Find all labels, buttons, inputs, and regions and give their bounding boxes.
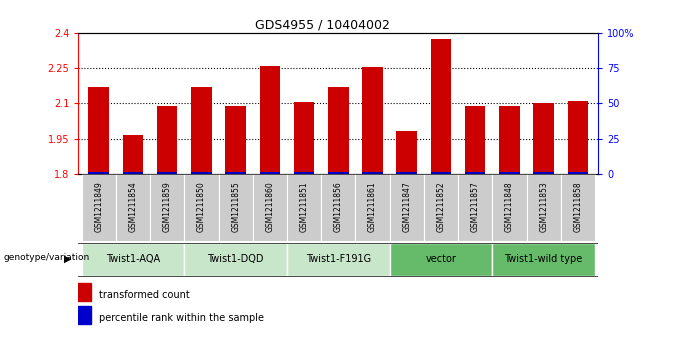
Title: GDS4955 / 10404002: GDS4955 / 10404002 <box>255 19 390 32</box>
Text: GSM1211848: GSM1211848 <box>505 181 514 232</box>
Bar <box>526 174 561 241</box>
Bar <box>390 243 492 276</box>
Text: GSM1211849: GSM1211849 <box>95 181 103 232</box>
Bar <box>533 172 554 174</box>
Bar <box>321 174 356 241</box>
Bar <box>499 172 520 174</box>
Text: transformed count: transformed count <box>99 290 190 301</box>
Bar <box>184 243 287 276</box>
Text: GSM1211859: GSM1211859 <box>163 181 171 232</box>
Bar <box>362 67 383 174</box>
Bar <box>88 172 109 174</box>
Bar <box>328 172 349 174</box>
Bar <box>116 174 150 241</box>
Bar <box>430 38 452 174</box>
Bar <box>150 174 184 241</box>
Text: GSM1211852: GSM1211852 <box>437 181 445 232</box>
Bar <box>260 66 280 174</box>
Bar <box>390 174 424 241</box>
Text: genotype/variation: genotype/variation <box>3 253 90 262</box>
Text: GSM1211847: GSM1211847 <box>403 181 411 232</box>
Text: ▶: ▶ <box>64 254 71 264</box>
Bar <box>122 135 143 174</box>
Bar <box>157 106 177 174</box>
Bar <box>328 87 349 174</box>
Text: GSM1211857: GSM1211857 <box>471 181 479 232</box>
Bar <box>287 174 321 241</box>
Bar <box>561 174 595 241</box>
Bar <box>396 172 417 174</box>
Bar <box>499 106 520 174</box>
Bar <box>465 106 486 174</box>
Bar <box>78 284 91 301</box>
Bar <box>88 87 109 174</box>
Bar <box>458 174 492 241</box>
Bar <box>218 174 253 241</box>
Bar <box>294 172 314 174</box>
Text: GSM1211851: GSM1211851 <box>300 181 309 232</box>
Text: GSM1211850: GSM1211850 <box>197 181 206 232</box>
Text: Twist1-DQD: Twist1-DQD <box>207 254 264 264</box>
Bar <box>78 306 91 324</box>
Bar <box>287 243 390 276</box>
Text: Twist1-AQA: Twist1-AQA <box>106 254 160 264</box>
Text: GSM1211858: GSM1211858 <box>573 181 582 232</box>
Bar <box>82 243 184 276</box>
Text: GSM1211855: GSM1211855 <box>231 181 240 232</box>
Text: GSM1211860: GSM1211860 <box>265 181 274 232</box>
Bar <box>362 172 383 174</box>
Bar <box>253 174 287 241</box>
Bar <box>424 174 458 241</box>
Bar <box>533 103 554 174</box>
Text: vector: vector <box>426 254 456 264</box>
Bar <box>82 174 116 241</box>
Bar <box>122 172 143 174</box>
Text: Twist1-F191G: Twist1-F191G <box>306 254 371 264</box>
Bar <box>568 172 588 174</box>
Bar <box>430 172 452 174</box>
Text: GSM1211856: GSM1211856 <box>334 181 343 232</box>
Bar <box>157 172 177 174</box>
Bar <box>568 101 588 174</box>
Bar <box>225 106 246 174</box>
Bar <box>225 172 246 174</box>
Text: Twist1-wild type: Twist1-wild type <box>505 254 583 264</box>
Text: percentile rank within the sample: percentile rank within the sample <box>99 313 264 323</box>
Bar <box>492 174 526 241</box>
Bar <box>191 172 211 174</box>
Bar <box>260 172 280 174</box>
Bar <box>184 174 218 241</box>
Text: GSM1211853: GSM1211853 <box>539 181 548 232</box>
Bar <box>465 172 486 174</box>
Bar <box>396 131 417 174</box>
Bar <box>356 174 390 241</box>
Bar <box>294 102 314 174</box>
Text: GSM1211854: GSM1211854 <box>129 181 137 232</box>
Bar <box>492 243 595 276</box>
Bar <box>191 87 211 174</box>
Text: GSM1211861: GSM1211861 <box>368 181 377 232</box>
